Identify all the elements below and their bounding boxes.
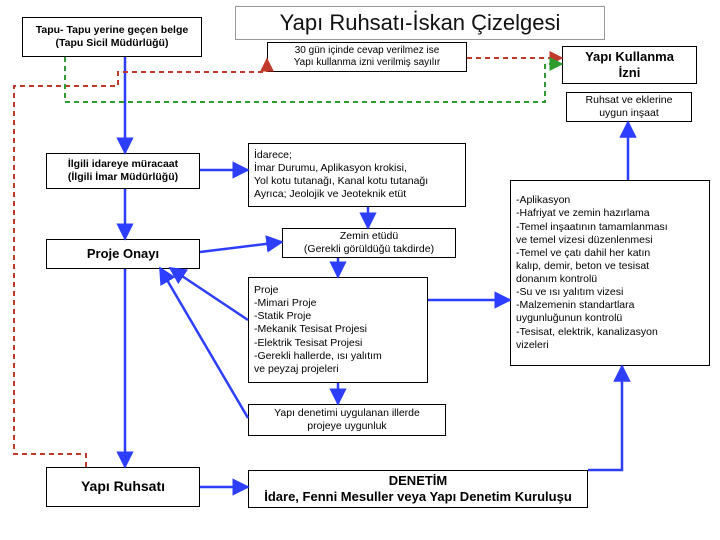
box-proje-list: Proje-Mimari Proje-Statik Proje-Mekanik … [248, 277, 428, 383]
box-ruhsat-ek: Ruhsat ve eklerineuygun inşaat [566, 92, 692, 122]
box-kullanma: Yapı Kullanmaİzni [562, 46, 697, 84]
box-denetim: DENETİMİdare, Fenni Mesuller veya Yapı D… [248, 470, 588, 508]
box-tapu: Tapu- Tapu yerine geçen belge(Tapu Sicil… [22, 17, 202, 57]
box-ilgili: İlgili idareye müracaat(İlgili İmar Müdü… [46, 153, 200, 189]
box-subnote: 30 gün içinde cevap verilmez iseYapı kul… [267, 42, 467, 72]
title: Yapı Ruhsatı-İskan Çizelgesi [235, 6, 605, 40]
box-denetim-uygulanan: Yapı denetimi uygulanan illerdeprojeye u… [248, 404, 446, 436]
box-yapi-ruhsati: Yapı Ruhsatı [46, 467, 200, 507]
box-idarece: İdarece;İmar Durumu, Aplikasyon krokisi,… [248, 143, 466, 207]
box-aplikasyon: -Aplikasyon-Hafriyat ve zemin hazırlama-… [510, 180, 710, 366]
box-zemin: Zemin etüdü(Gerekli görüldüğü takdirde) [282, 228, 456, 258]
box-proje-onayi: Proje Onayı [46, 239, 200, 269]
